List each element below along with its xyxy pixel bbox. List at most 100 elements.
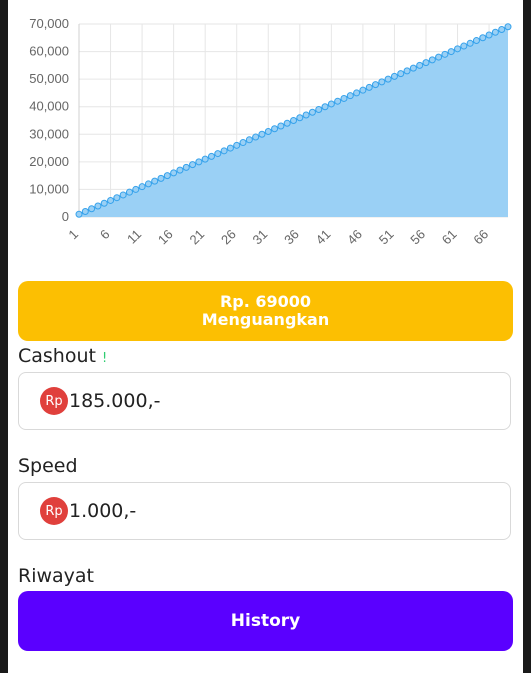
data-point <box>88 205 96 213</box>
currency-badge: Rp <box>40 497 68 525</box>
y-tick-label: 20,000 <box>29 154 69 169</box>
data-point <box>416 61 424 69</box>
data-point <box>359 86 367 94</box>
data-point <box>390 72 398 80</box>
speed-value: 1.000,- <box>69 500 137 522</box>
data-point <box>100 199 108 207</box>
data-point <box>403 67 411 75</box>
y-tick-label: 40,000 <box>29 99 69 114</box>
y-tick-label: 70,000 <box>29 16 69 31</box>
data-point <box>132 185 140 193</box>
series-points <box>75 23 512 218</box>
x-tick-label: 21 <box>186 227 207 248</box>
cashout-value: 185.000,- <box>69 390 161 412</box>
data-point <box>125 188 133 196</box>
data-point <box>327 100 335 108</box>
x-tick-label: 51 <box>376 227 397 248</box>
data-point <box>271 125 279 133</box>
data-point <box>504 23 512 31</box>
data-point <box>94 202 102 210</box>
history-button[interactable]: History <box>18 591 513 651</box>
data-point <box>466 39 474 47</box>
data-point <box>189 161 197 169</box>
data-point <box>239 139 247 147</box>
data-point <box>296 114 304 122</box>
y-tick-label: 0 <box>62 209 69 224</box>
data-point <box>447 48 455 56</box>
x-tick-label: 11 <box>124 227 144 247</box>
data-point <box>107 196 115 204</box>
x-tick-label: 26 <box>218 227 239 248</box>
data-point <box>144 180 152 188</box>
data-point <box>308 108 316 116</box>
data-point <box>372 81 380 89</box>
data-point <box>435 53 443 61</box>
cashout-indicator: ! <box>101 351 108 366</box>
x-tick-label: 56 <box>407 227 428 248</box>
x-tick-label: 16 <box>155 227 176 248</box>
data-point <box>472 37 480 45</box>
x-tick-label: 46 <box>344 227 365 248</box>
data-point <box>119 191 127 199</box>
data-point <box>409 64 417 72</box>
data-point <box>233 141 241 149</box>
cashout-action-label: Menguangkan <box>201 310 330 329</box>
data-point <box>201 155 209 163</box>
cashout-label: Cashout! <box>18 345 107 367</box>
data-point <box>428 56 436 64</box>
y-tick-label: 60,000 <box>29 44 69 59</box>
data-point <box>182 163 190 171</box>
y-tick-label: 30,000 <box>29 126 69 141</box>
history-section-label: Riwayat <box>18 565 94 587</box>
data-point <box>214 150 222 158</box>
data-point <box>491 28 499 36</box>
cashout-action-button[interactable]: Rp. 69000 Menguangkan <box>18 281 513 341</box>
data-point <box>290 117 297 124</box>
currency-badge: Rp <box>40 387 68 415</box>
data-point <box>245 136 253 144</box>
data-point <box>365 83 373 91</box>
data-point <box>340 94 348 102</box>
data-point <box>384 75 392 83</box>
data-point <box>277 122 285 130</box>
data-point <box>220 147 228 155</box>
data-point <box>422 59 430 67</box>
x-tick-label: 36 <box>281 227 302 248</box>
data-point <box>397 70 405 78</box>
data-point <box>485 31 493 39</box>
data-point <box>157 174 165 182</box>
speed-field[interactable]: Rp 1.000,- <box>18 482 511 540</box>
y-axis-ticks: 0 10,000 20,000 30,000 40,000 50,000 60,000 70,… <box>29 16 69 224</box>
data-point <box>460 42 468 50</box>
data-point <box>195 158 203 166</box>
x-tick-label: 6 <box>97 227 113 243</box>
x-axis-ticks: 1 6 11 16 21 26 31 36 41 46 51 56 61 66 <box>65 227 491 248</box>
data-point <box>75 210 83 218</box>
x-tick-label: 66 <box>470 227 491 248</box>
data-point <box>479 34 487 42</box>
data-point <box>176 166 184 174</box>
data-point <box>138 183 146 191</box>
data-point <box>81 207 89 215</box>
data-point <box>258 130 266 138</box>
growth-chart: 0 10,000 20,000 30,000 40,000 50,000 60,000 70,… <box>29 16 512 248</box>
y-tick-label: 50,000 <box>29 71 69 86</box>
data-point <box>321 103 329 111</box>
data-point <box>498 26 506 34</box>
x-tick-label: 31 <box>250 227 271 248</box>
data-point <box>226 144 234 152</box>
speed-label: Speed <box>18 455 78 477</box>
data-point <box>353 89 361 97</box>
data-point <box>170 169 178 177</box>
x-tick-label: 41 <box>313 227 334 248</box>
data-point <box>252 133 260 141</box>
data-point <box>315 105 323 113</box>
data-point <box>113 194 121 202</box>
data-point <box>346 92 354 100</box>
data-point <box>264 128 272 136</box>
data-point <box>441 50 449 58</box>
data-point <box>283 119 291 127</box>
y-tick-label: 10,000 <box>29 181 69 196</box>
data-point <box>163 172 171 180</box>
cashout-field[interactable]: Rp 185.000,- <box>18 372 511 430</box>
